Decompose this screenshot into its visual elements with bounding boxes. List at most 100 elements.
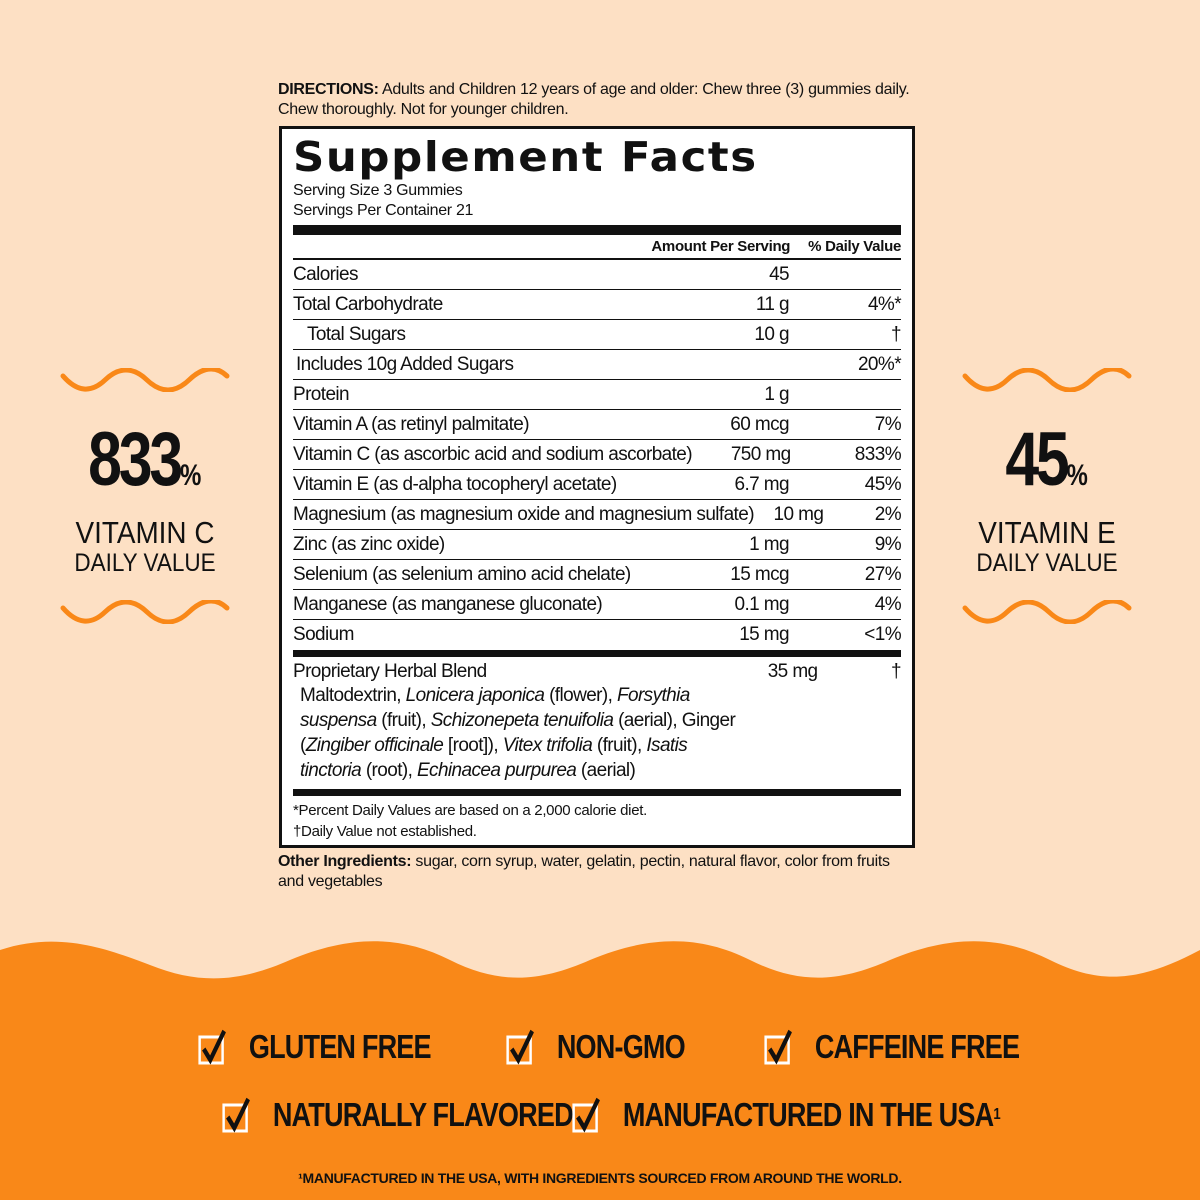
callout-value: 45 [1005,417,1070,502]
nutrient-row: Total Carbohydrate 11 g 4%* [293,290,902,320]
badge-label: MANUFACTURED IN THE USA [622,1096,994,1133]
callout-line2: DAILY VALUE [976,549,1118,577]
supplement-facts-panel: Supplement Facts Serving Size 3 Gummies … [279,126,915,848]
badge-manufactured-in-the-usa: MANUFACTURED IN THE USA 1 [572,1096,1001,1134]
ingredient-text: (fruit), [376,710,431,731]
nutrient-amount: 15 mcg [730,563,789,585]
badge-gluten-free: GLUTEN FREE [198,1028,432,1066]
ingredient-text: Isatis tinctoria [300,735,688,781]
badge-superscript: 1 [993,1106,1000,1123]
callout-line1: VITAMIN E [978,515,1116,550]
badge-non-gmo: NON-GMO [506,1028,686,1066]
ingredient-text: (fruit), [592,735,647,756]
nutrient-row: Vitamin E (as d-alpha tocopheryl acetate… [293,470,902,500]
nutrient-dv: 27% [864,563,902,585]
directions: DIRECTIONS: Adults and Children 12 years… [278,80,918,120]
wave-decoration-icon [60,600,230,624]
vitamin-e-callout: 45% VITAMIN E DAILY VALUE [962,417,1132,577]
nutrient-amount: 45 [769,263,790,285]
checkbox-check-icon [222,1097,250,1133]
divider [293,225,901,235]
nutrient-amount: 1 g [764,383,789,405]
nutrient-name: Selenium (as selenium amino acid chelate… [293,563,631,585]
nutrient-amount: 10 mg [773,503,824,525]
wave-decoration-icon [962,368,1132,392]
divider [293,789,901,796]
bottom-footnote: ¹MANUFACTURED IN THE USA, WITH INGREDIEN… [298,1170,902,1186]
serving-size: Serving Size 3 Gummies [293,182,463,199]
callout-unit: % [1066,459,1089,492]
nutrient-name: Total Sugars [307,323,406,345]
nutrient-dv: <1% [864,624,901,645]
wave-decoration-icon [962,600,1132,624]
nutrient-dv: 2% [874,503,902,525]
nutrient-name: Vitamin E (as d-alpha tocopheryl acetate… [293,473,617,495]
nutrient-row: Calories 45 [293,260,901,290]
nutrient-name: Zinc (as zinc oxide) [293,533,445,555]
nutrient-name: Total Carbohydrate [293,293,443,315]
vitamin-c-callout: 833% VITAMIN C DAILY VALUE [60,417,230,577]
footnote-dagger: †Daily Value not established. [293,823,477,840]
nutrient-name: Vitamin A (as retinyl palmitate) [293,413,530,435]
ingredient-text: (flower), [544,685,617,706]
nutrient-name: Vitamin C (as ascorbic acid and sodium a… [293,443,693,465]
nutrient-dv: 4% [874,593,902,615]
nutrient-row: Manganese (as manganese gluconate) 0.1 mg… [293,590,902,620]
ingredient-text: (root), [361,760,417,781]
nutrient-name: Manganese (as manganese gluconate) [293,593,603,615]
nutrient-dv: 20%* [857,353,902,375]
nutrient-name: Calories [293,263,359,285]
nutrient-row: Vitamin A (as retinyl palmitate) 60 mcg 7% [293,410,902,440]
proprietary-blend: Proprietary Herbal Blend Maltodextrin, Lo… [293,657,902,789]
nutrient-amount: 0.1 mg [734,593,790,615]
other-text: sugar, corn syrup, water, gelatin, pecti… [278,853,890,890]
nutrient-dv: 9% [874,533,902,555]
nutrient-row: Total Sugars 10 g † [293,320,902,350]
nutrient-row: Magnesium (as magnesium oxide and magnes… [293,500,902,530]
dv-header: % Daily Value [808,238,901,255]
servings-per-container: Servings Per Container 21 [293,202,474,219]
ingredient-text: Echinacea purpurea [416,760,577,781]
badge-label: GLUTEN FREE [248,1028,432,1065]
amount-header: Amount Per Serving [651,238,791,255]
nutrient-row: Zinc (as zinc oxide) 1 mg 9% [293,530,902,560]
nutrient-name: Includes 10g Added Sugars [296,353,514,375]
other-ingredients: Other Ingredients: sugar, corn syrup, wa… [278,852,918,892]
checkbox-check-icon [764,1029,792,1065]
badge-caffeine-free: CAFFEINE FREE [764,1028,1020,1066]
nutrient-dv: 833% [854,443,902,465]
badge-naturally-flavored: NATURALLY FLAVORED [222,1096,574,1134]
badge-label: NATURALLY FLAVORED [272,1096,574,1133]
directions-text: Adults and Children 12 years of age and … [278,81,910,118]
nutrient-amount: 10 g [754,323,789,345]
nutrient-row: Protein 1 g [293,380,901,410]
ingredient-text: [root]), [443,735,503,756]
callout-value: 833 [88,417,183,502]
badge-label: CAFFEINE FREE [814,1028,1020,1065]
ingredient-text: Zingiber officinale [305,735,444,756]
nutrient-amount: 6.7 mg [734,473,790,495]
checkbox-check-icon [198,1029,226,1065]
checkbox-check-icon [572,1097,600,1133]
blend-name: Proprietary Herbal Blend [293,661,487,682]
badge-label: NON-GMO [556,1028,686,1065]
callout-unit: % [180,459,202,492]
blend-dv: † [891,661,902,682]
footnotes: *Percent Daily Values are based on a 2,0… [293,796,901,842]
ingredient-text: (aerial), Ginger ( [300,710,736,756]
callout-line1: VITAMIN C [75,515,215,550]
nutrient-amount: 750 mg [730,443,791,465]
checkbox-check-icon [506,1029,534,1065]
nutrient-dv: † [891,323,902,345]
nutrient-name: Magnesium (as magnesium oxide and magnes… [293,503,755,525]
wave-decoration-icon [60,368,230,392]
ingredient-text: (aerial) [576,760,636,781]
directions-label: DIRECTIONS: [278,81,379,98]
nutrient-amount: 15 mg [739,624,789,645]
nutrient-row: Vitamin C (as ascorbic acid and sodium a… [293,440,902,470]
column-header: Amount Per Serving % Daily Value [293,235,901,260]
nutrient-dv: 45% [864,473,902,495]
nutrient-amount: 60 mcg [730,413,789,435]
nutrient-dv: 7% [874,413,902,435]
divider [293,650,901,657]
